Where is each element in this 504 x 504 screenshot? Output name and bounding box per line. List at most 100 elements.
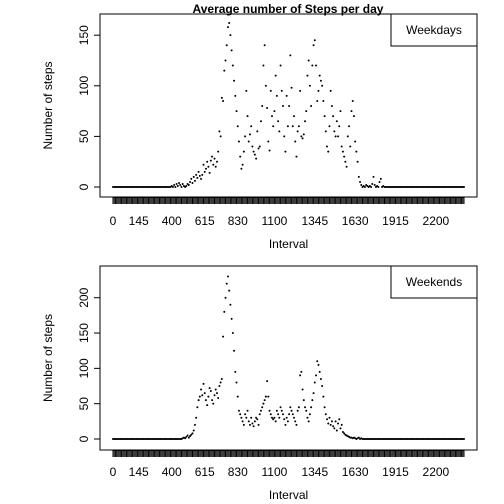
data-point xyxy=(211,399,213,401)
data-point xyxy=(304,120,306,122)
data-point xyxy=(374,184,376,186)
data-point xyxy=(309,85,311,87)
data-point xyxy=(319,371,321,373)
data-point xyxy=(238,410,240,412)
data-point xyxy=(275,420,277,422)
data-point xyxy=(234,95,236,97)
data-point xyxy=(336,430,338,432)
data-point xyxy=(206,161,208,163)
data-point xyxy=(292,125,294,127)
x-tick-label: 830 xyxy=(228,214,248,228)
data-point xyxy=(262,403,264,405)
data-point xyxy=(287,125,289,127)
data-point xyxy=(211,156,213,158)
data-point xyxy=(242,164,244,166)
data-point xyxy=(289,406,291,408)
x-tick-label: 1345 xyxy=(301,465,328,479)
x-axis-title: Interval xyxy=(269,488,308,502)
data-point xyxy=(281,410,283,412)
y-tick-label: 100 xyxy=(77,358,91,378)
data-point xyxy=(250,125,252,127)
x-tick-label: 145 xyxy=(129,214,149,228)
data-point xyxy=(260,410,262,412)
data-point xyxy=(267,396,269,398)
data-point xyxy=(315,374,317,376)
data-point xyxy=(333,130,335,132)
data-point xyxy=(273,417,275,419)
x-tick-label: 0 xyxy=(110,214,117,228)
data-point xyxy=(221,97,223,99)
data-point xyxy=(190,178,192,180)
data-point xyxy=(288,413,290,415)
data-point xyxy=(205,399,207,401)
data-point xyxy=(195,417,197,419)
x-tick-label: 1100 xyxy=(262,214,288,228)
data-point xyxy=(239,156,241,158)
x-tick-label: 1630 xyxy=(342,465,369,479)
data-point xyxy=(332,115,334,117)
data-point xyxy=(343,156,345,158)
data-point xyxy=(313,392,315,394)
x-tick-label: 400 xyxy=(162,214,182,228)
data-point xyxy=(258,148,260,150)
data-point xyxy=(333,427,335,429)
data-point xyxy=(371,183,373,185)
data-point xyxy=(302,137,304,139)
data-point xyxy=(280,65,282,67)
data-point xyxy=(231,318,233,320)
data-point xyxy=(193,430,195,432)
data-point xyxy=(271,115,273,117)
data-point xyxy=(364,186,366,188)
data-point xyxy=(247,410,249,412)
data-point xyxy=(306,417,308,419)
data-point xyxy=(222,100,224,102)
data-point xyxy=(182,183,184,185)
data-point xyxy=(265,396,267,398)
data-point xyxy=(203,383,205,385)
data-point xyxy=(266,107,268,109)
data-point xyxy=(212,164,214,166)
data-point xyxy=(277,413,279,415)
data-point xyxy=(328,125,330,127)
data-point xyxy=(328,417,330,419)
data-point xyxy=(314,381,316,383)
data-point xyxy=(275,75,277,77)
data-point xyxy=(217,151,219,153)
data-point xyxy=(339,110,341,112)
data-point xyxy=(244,413,246,415)
data-point xyxy=(327,151,329,153)
data-point xyxy=(212,403,214,405)
data-point xyxy=(348,125,350,127)
data-point xyxy=(174,186,176,188)
data-point xyxy=(377,186,379,188)
data-point xyxy=(370,186,372,188)
data-point xyxy=(314,39,316,41)
data-point xyxy=(205,168,207,170)
data-point xyxy=(379,181,381,183)
data-point xyxy=(250,417,252,419)
data-point xyxy=(266,380,268,382)
data-point xyxy=(297,130,299,132)
data-point xyxy=(261,406,263,408)
legend-label: Weekends xyxy=(406,275,462,289)
data-point xyxy=(209,172,211,174)
data-point xyxy=(302,389,304,391)
data-point xyxy=(194,424,196,426)
data-point xyxy=(226,44,228,46)
data-point xyxy=(282,413,284,415)
data-point xyxy=(270,90,272,92)
data-point xyxy=(304,406,306,408)
data-point xyxy=(338,125,340,127)
data-point xyxy=(215,389,217,391)
data-point xyxy=(229,304,231,306)
data-point xyxy=(316,100,318,102)
data-point xyxy=(294,140,296,142)
data-point xyxy=(463,438,465,440)
data-point xyxy=(315,65,317,67)
data-point xyxy=(259,146,261,148)
x-tick-label: 1100 xyxy=(262,465,288,479)
data-point xyxy=(248,420,250,422)
y-tick-label: 150 xyxy=(77,323,91,343)
data-point xyxy=(237,396,239,398)
